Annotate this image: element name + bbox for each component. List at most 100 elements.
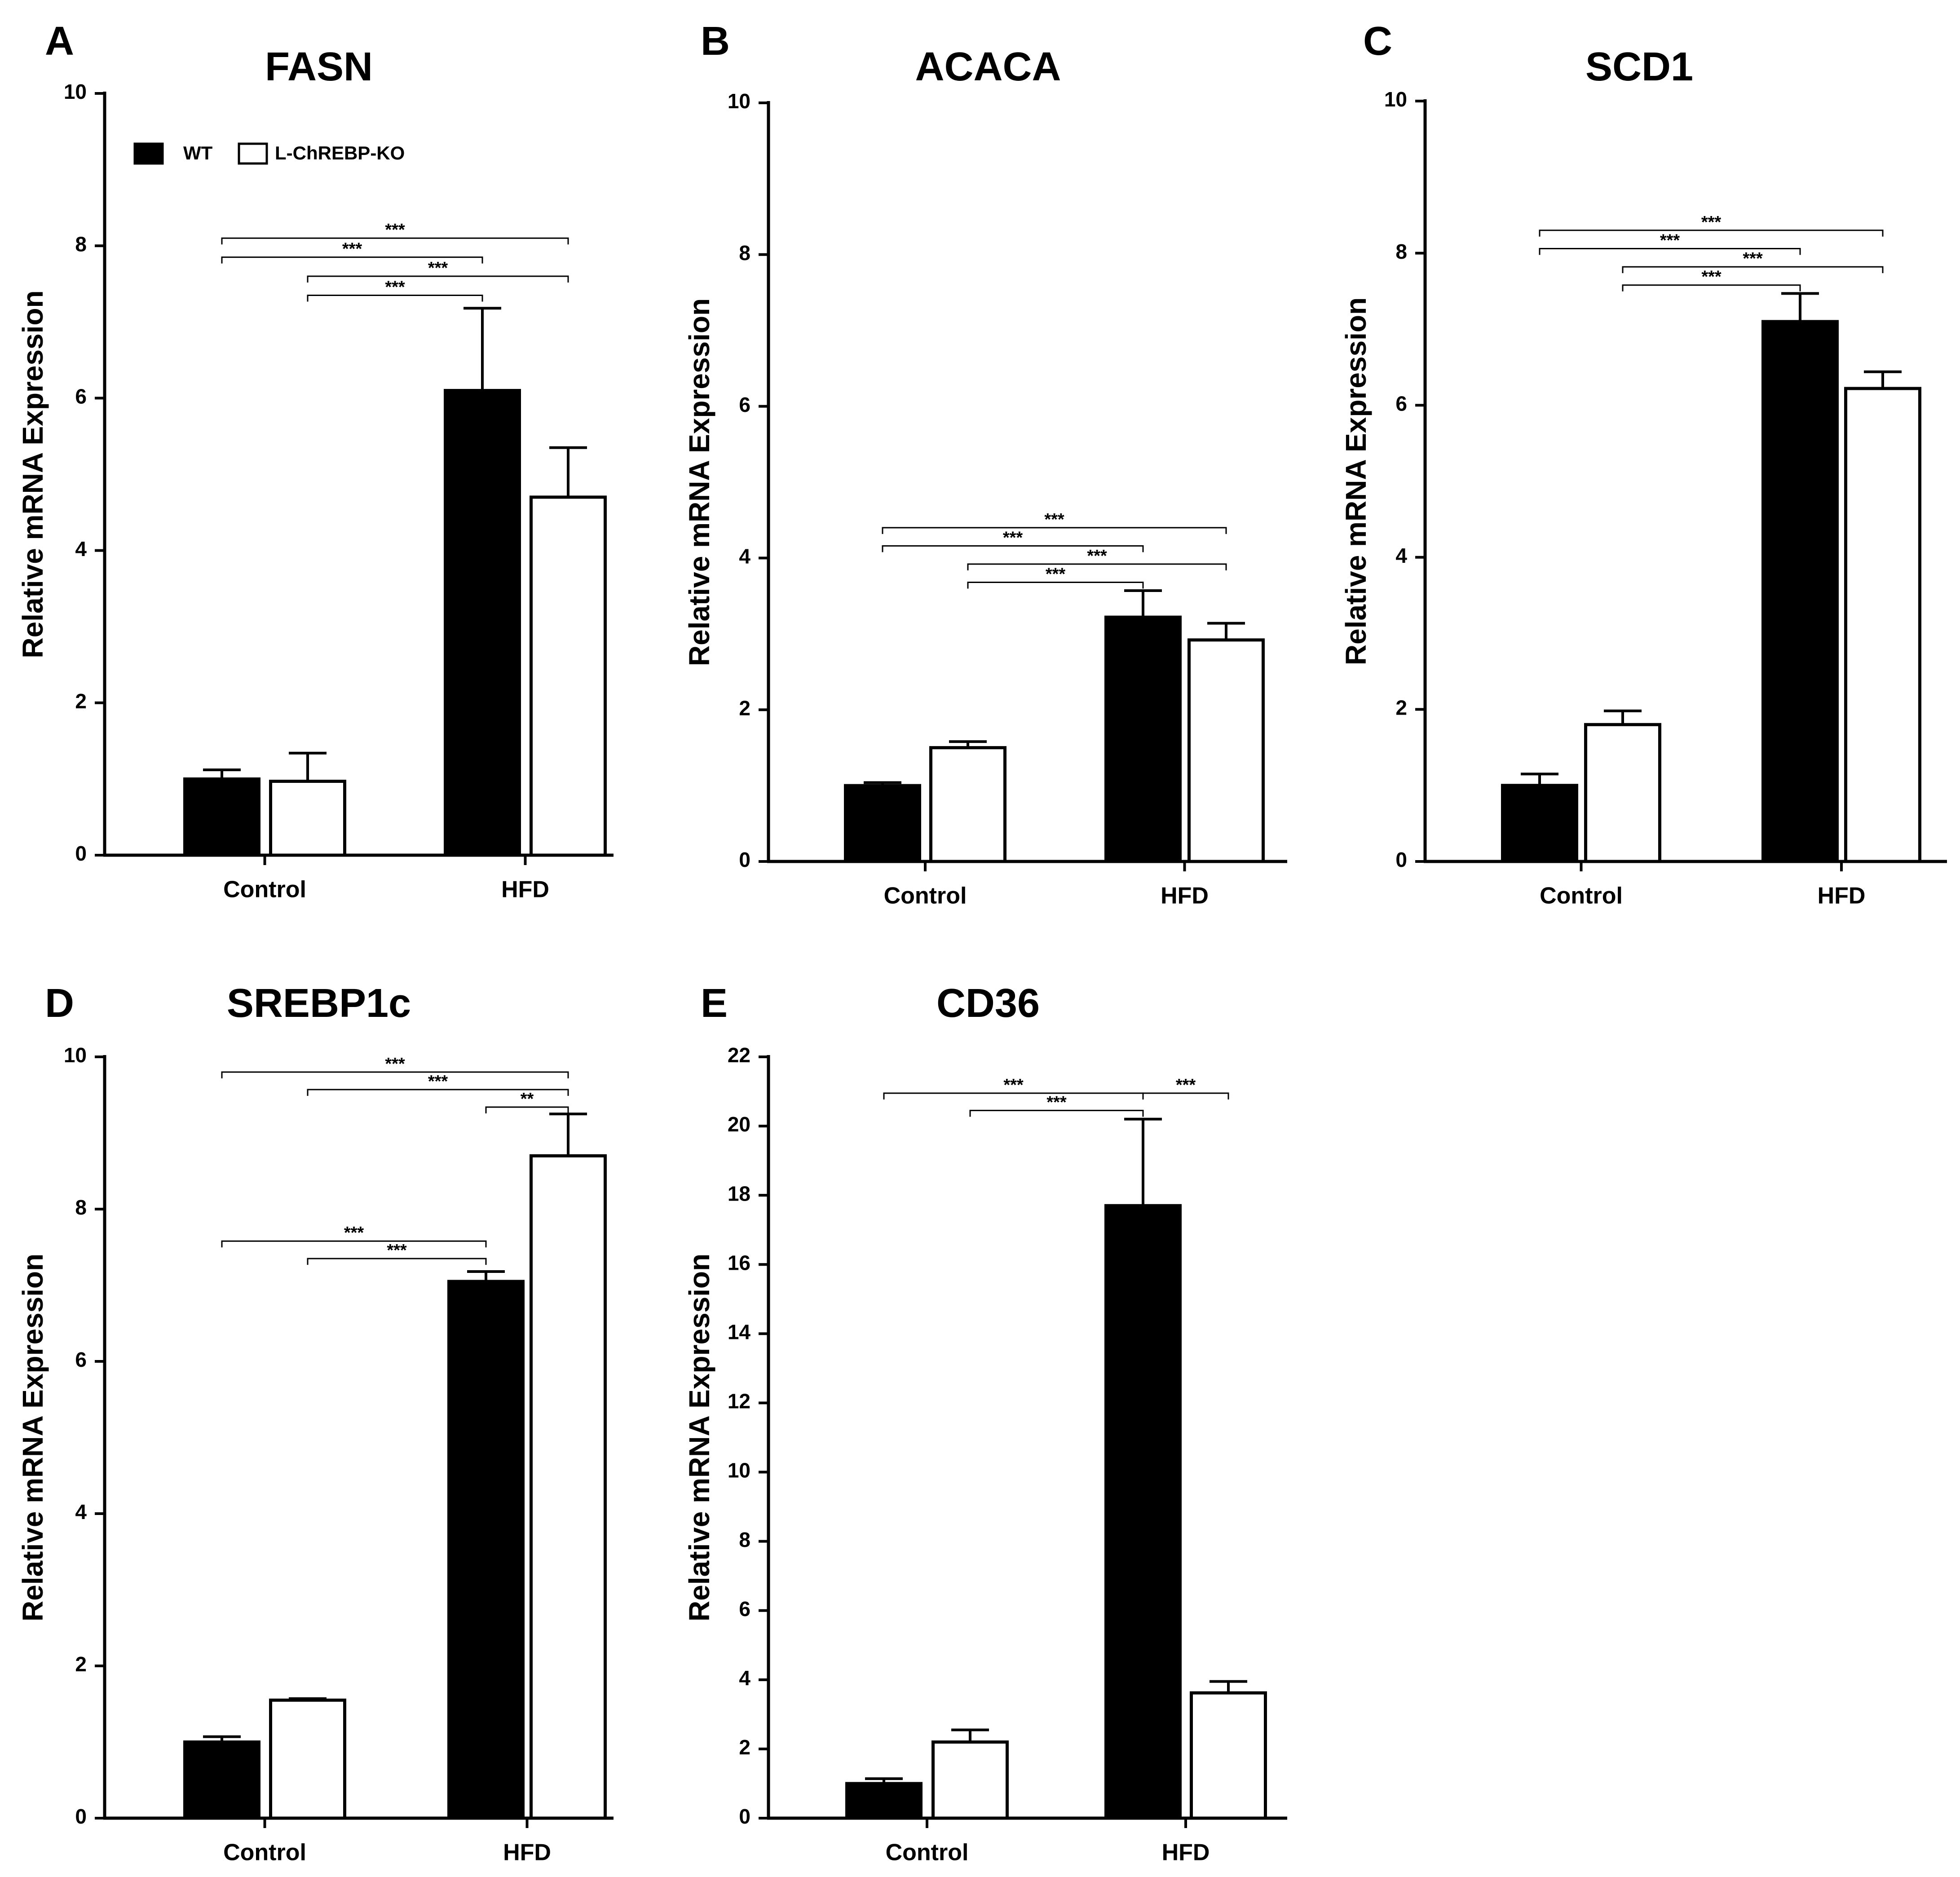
significance-label: *** (385, 1055, 405, 1073)
y-axis-label: Relative mRNA Expression (683, 1254, 715, 1621)
significance-label: *** (1176, 1076, 1196, 1095)
x-tick-label: HFD (501, 877, 549, 903)
y-tick-label: 2 (739, 1736, 750, 1759)
panel-letter: D (45, 981, 74, 1026)
significance-bracket (221, 256, 483, 264)
y-axis-label: Relative mRNA Expression (1340, 297, 1372, 665)
y-axis-label: Relative mRNA Expression (17, 290, 49, 658)
bar-l-chrebp-ko-control (931, 1740, 1009, 1820)
bar-l-chrebp-ko-control (929, 746, 1006, 863)
y-tick-label: 6 (1395, 392, 1407, 415)
y-tick-label: 20 (728, 1113, 750, 1136)
panel-letter: C (1363, 19, 1392, 64)
panel-letter: B (701, 19, 730, 64)
significance-label: *** (428, 259, 448, 278)
chart-panel-a: A FASN Relative mRNA Expression 0 2 4 6 8 10 Cont… (17, 19, 614, 903)
significance-label: *** (1087, 547, 1107, 565)
significance-label: *** (385, 221, 405, 239)
significance-bracket (307, 1089, 569, 1096)
y-tick-label: 2 (75, 689, 87, 713)
y-tick-label: 4 (75, 1500, 87, 1524)
bar-wt-hfd (1104, 615, 1182, 863)
significance-bracket (307, 275, 569, 283)
legend-swatch-wt (133, 142, 164, 165)
y-tick-label: 16 (728, 1251, 750, 1274)
y-tick-label: 10 (728, 89, 750, 113)
y-tick-label: 2 (75, 1652, 87, 1676)
chart-title: SCD1 (1585, 44, 1693, 89)
bar-wt-hfd (447, 1280, 525, 1820)
panel-letter: A (45, 19, 74, 64)
y-tick-label: 8 (75, 232, 87, 256)
significance-label: *** (342, 240, 362, 259)
chart-title: CD36 (936, 981, 1040, 1026)
chart-title: FASN (265, 44, 373, 89)
significance-label: *** (344, 1223, 364, 1242)
y-tick-label: 8 (75, 1196, 87, 1219)
y-tick-label: 10 (1384, 88, 1407, 111)
bar-wt-control (183, 777, 260, 857)
y-tick-label: 22 (728, 1043, 750, 1067)
y-tick-label: 2 (739, 696, 750, 720)
bar-wt-control (183, 1740, 260, 1820)
chart-panel-c: C SCD1 Relative mRNA Expression 0 2 4 6 8 10 Cont… (1340, 19, 1947, 909)
y-tick-label: 2 (1395, 696, 1407, 720)
chart-title: ACACA (915, 44, 1061, 89)
legend-label-wt: WT (183, 142, 213, 163)
x-tick-label: HFD (1818, 883, 1866, 909)
significance-bracket (221, 237, 569, 245)
chart-title: SREBP1c (227, 981, 411, 1026)
significance-bracket (307, 294, 483, 302)
significance-bracket (1142, 1092, 1229, 1100)
significance-bracket (221, 1071, 569, 1078)
y-tick-label: 0 (1395, 848, 1407, 871)
significance-label: *** (385, 278, 405, 296)
y-tick-label: 8 (739, 1528, 750, 1551)
bar-l-chrebp-ko-hfd (1187, 638, 1265, 863)
x-tick-label: Control (223, 877, 306, 903)
bar-wt-hfd (1104, 1204, 1182, 1820)
x-tick-label: Control (223, 1840, 306, 1866)
significance-bracket (882, 545, 1144, 552)
y-tick-label: 8 (1395, 240, 1407, 263)
x-tick-label: Control (886, 1840, 969, 1866)
significance-bracket (307, 1258, 487, 1265)
significance-label: *** (1003, 528, 1023, 547)
legend-label-l-chrebp-ko: L-ChREBP-KO (275, 142, 405, 163)
significance-bracket (1539, 230, 1884, 237)
y-tick-label: 4 (739, 1666, 750, 1690)
chart-panel-e: E CD36 Relative mRNA Expression 0 2 4 6 8 10 12 14… (683, 981, 1287, 1866)
y-tick-label: 12 (728, 1390, 750, 1413)
significance-label: *** (1701, 268, 1722, 287)
chart-panel-d: D SREBP1c Relative mRNA Expression 0 2 4 6 8 10 C… (17, 981, 614, 1866)
panel-letter: E (701, 981, 728, 1026)
y-tick-label: 0 (75, 842, 87, 865)
significance-bracket (969, 1109, 1144, 1117)
x-tick-label: Control (1540, 883, 1623, 909)
significance-bracket (882, 527, 1227, 534)
significance-label: ** (521, 1090, 534, 1109)
x-tick-label: HFD (1161, 883, 1209, 909)
y-tick-label: 8 (739, 241, 750, 265)
chart-panel-b: B ACACA Relative mRNA Expression 0 2 4 6 8 10 Con… (683, 19, 1287, 909)
y-tick-label: 6 (75, 385, 87, 408)
y-tick-label: 0 (75, 1805, 87, 1828)
bar-wt-hfd (1761, 320, 1839, 863)
y-tick-label: 10 (728, 1459, 750, 1482)
y-tick-label: 0 (739, 848, 750, 871)
bar-l-chrebp-ko-hfd (1190, 1691, 1267, 1820)
chart-legend: WT L-ChREBP-KO (133, 142, 405, 165)
bar-l-chrebp-ko-control (269, 779, 346, 857)
significance-label: *** (1003, 1076, 1024, 1095)
y-tick-label: 4 (739, 545, 750, 568)
y-tick-label: 10 (64, 80, 87, 103)
y-tick-label: 14 (728, 1321, 751, 1344)
bar-l-chrebp-ko-control (269, 1698, 346, 1820)
x-tick-label: Control (884, 883, 967, 909)
significance-bracket (967, 581, 1144, 589)
y-tick-label: 10 (64, 1043, 87, 1067)
bar-l-chrebp-ko-hfd (1844, 387, 1921, 863)
significance-bracket (967, 563, 1227, 570)
significance-label: *** (428, 1072, 448, 1091)
